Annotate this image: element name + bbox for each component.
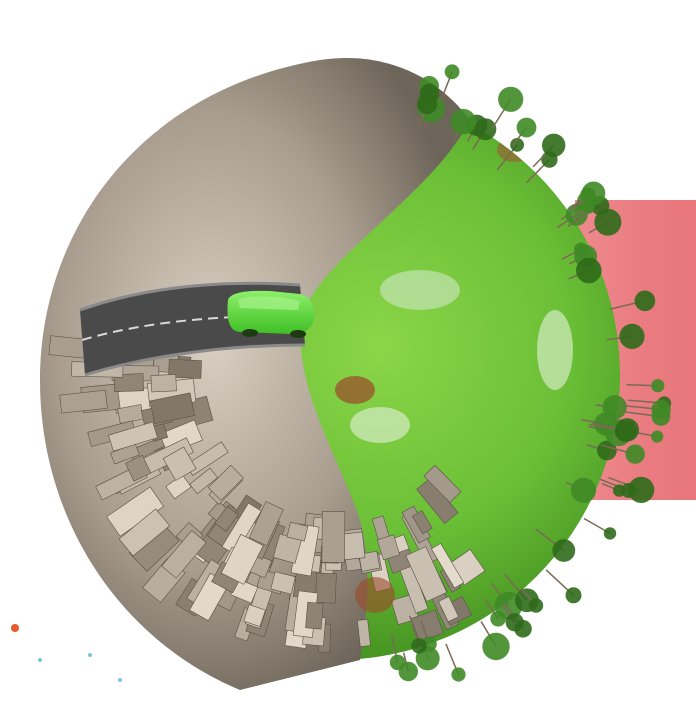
tree bbox=[600, 444, 645, 464]
tree bbox=[496, 138, 524, 171]
building bbox=[162, 446, 197, 481]
tree bbox=[480, 621, 510, 661]
building bbox=[423, 464, 462, 503]
building bbox=[207, 464, 244, 501]
tree bbox=[501, 605, 524, 632]
tree bbox=[583, 517, 617, 540]
building bbox=[321, 510, 346, 563]
building bbox=[150, 374, 177, 393]
tree bbox=[567, 181, 606, 212]
tree bbox=[491, 86, 524, 130]
building bbox=[220, 533, 264, 585]
tree bbox=[450, 108, 477, 142]
building bbox=[189, 467, 218, 495]
building bbox=[165, 474, 192, 500]
tree bbox=[588, 208, 622, 236]
tree bbox=[589, 420, 637, 442]
paint-specks bbox=[11, 624, 122, 682]
tree bbox=[535, 528, 576, 562]
building bbox=[286, 521, 309, 542]
building bbox=[221, 502, 262, 555]
building bbox=[248, 501, 284, 547]
tree bbox=[609, 290, 656, 312]
green-car bbox=[227, 290, 315, 338]
building bbox=[405, 546, 448, 602]
building bbox=[108, 421, 158, 452]
building bbox=[214, 506, 239, 532]
tree bbox=[581, 412, 618, 436]
tree bbox=[561, 242, 588, 260]
building bbox=[411, 510, 433, 535]
building bbox=[431, 542, 465, 589]
tree bbox=[545, 569, 582, 604]
tree bbox=[532, 133, 566, 168]
building bbox=[161, 529, 207, 579]
tree bbox=[416, 93, 438, 125]
building bbox=[149, 392, 195, 425]
building bbox=[305, 601, 324, 630]
tree bbox=[445, 643, 466, 682]
tree bbox=[608, 476, 655, 503]
tree bbox=[601, 482, 626, 497]
tree bbox=[568, 257, 602, 284]
tree bbox=[626, 379, 665, 393]
building bbox=[357, 618, 371, 648]
building bbox=[270, 571, 296, 595]
tree bbox=[565, 477, 597, 503]
tree bbox=[520, 588, 544, 613]
tree bbox=[512, 117, 537, 146]
trees bbox=[389, 64, 672, 682]
building bbox=[124, 454, 152, 482]
building bbox=[59, 389, 108, 414]
tree bbox=[408, 615, 427, 654]
tree bbox=[398, 652, 418, 682]
building bbox=[243, 604, 266, 627]
tree bbox=[623, 399, 671, 420]
city-buildings bbox=[48, 335, 486, 653]
building bbox=[376, 534, 401, 561]
building bbox=[118, 508, 171, 557]
building bbox=[113, 373, 144, 393]
building bbox=[438, 596, 459, 623]
building bbox=[168, 359, 202, 379]
tree bbox=[606, 323, 645, 349]
building bbox=[315, 572, 337, 604]
